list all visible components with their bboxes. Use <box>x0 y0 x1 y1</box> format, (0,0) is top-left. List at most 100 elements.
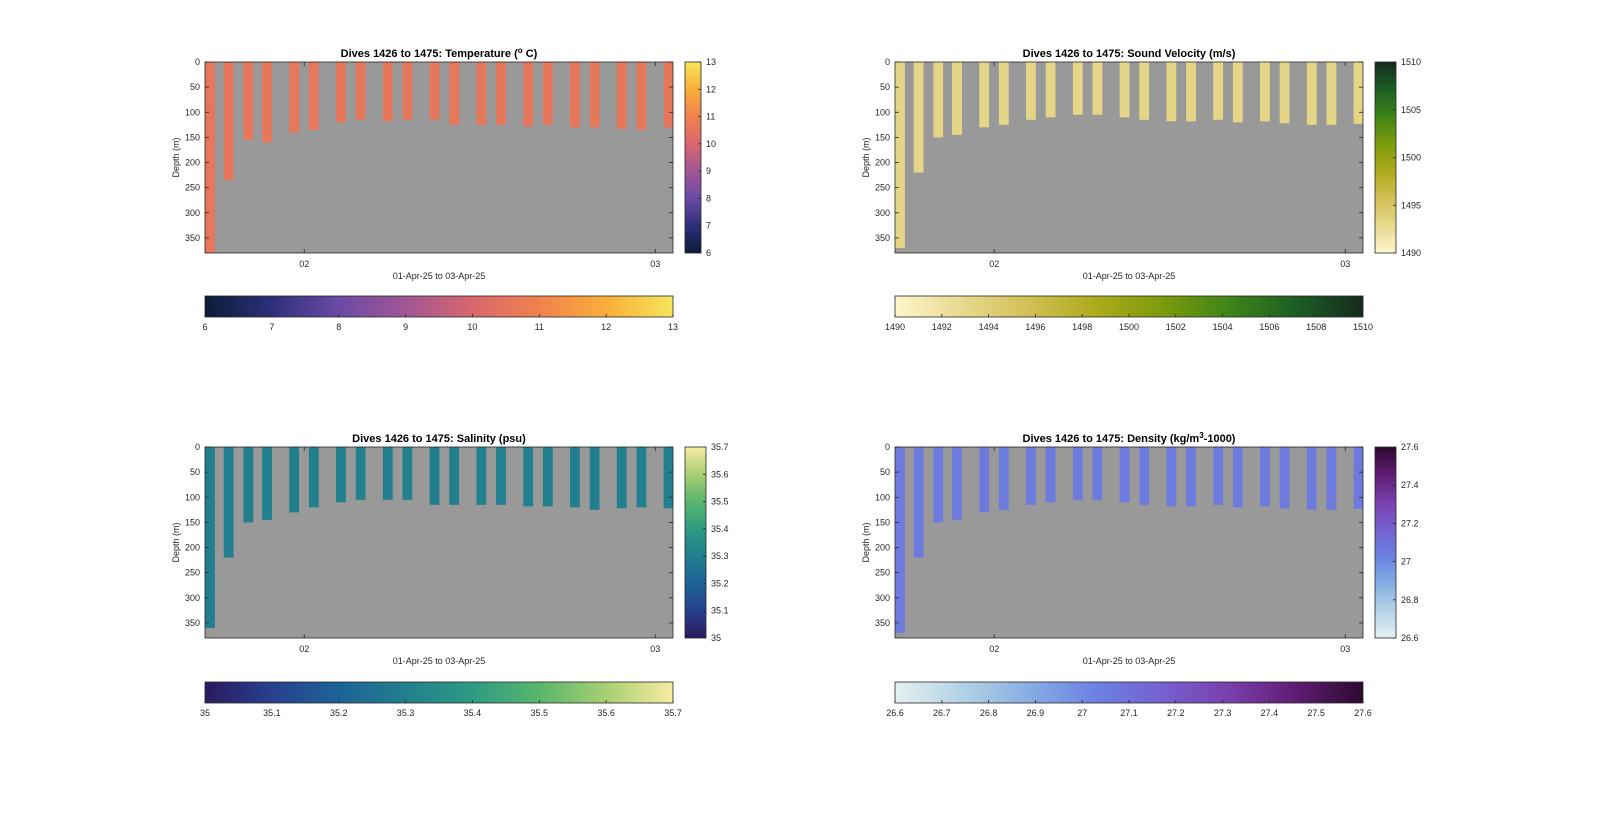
side-colorbar-label: 1490 <box>1401 248 1421 258</box>
profile-column <box>636 447 647 508</box>
title-superscript: 3 <box>1199 431 1204 440</box>
x-tick-label: 02 <box>989 259 999 269</box>
profile-column <box>1213 62 1224 120</box>
bottom-colorbar-label: 12 <box>601 322 611 332</box>
side-colorbar-label: 35.2 <box>711 578 729 588</box>
bottom-colorbar-label: 1496 <box>1025 322 1045 332</box>
profile-column <box>570 447 580 508</box>
title-superscript: o <box>518 46 523 55</box>
profile-column <box>979 447 990 513</box>
bottom-colorbar-label: 8 <box>336 322 341 332</box>
profile-column <box>1353 62 1363 124</box>
y-tick-label: 50 <box>880 82 890 92</box>
y-axis-label: Depth (m) <box>861 522 871 562</box>
side-colorbar-label: 12 <box>706 84 716 94</box>
profile-column <box>1186 447 1196 507</box>
profile-column <box>1260 447 1270 507</box>
profile-column <box>933 62 944 138</box>
profile-column <box>1306 62 1317 125</box>
profile-column <box>429 62 440 120</box>
y-axis-label: Depth (m) <box>171 137 181 177</box>
panel-1: Dives 1426 to 1475: Temperature (o C) 0 50… <box>171 46 716 332</box>
bottom-colorbar-label: 35.3 <box>397 708 415 718</box>
bottom-colorbar-label: 6 <box>202 322 207 332</box>
profile-column <box>243 447 254 523</box>
x-axis-label: 01-Apr-25 to 03-Apr-25 <box>1083 656 1176 666</box>
side-colorbar-label: 8 <box>706 193 711 203</box>
bottom-colorbar-label: 1490 <box>885 322 905 332</box>
y-tick-label: 200 <box>185 543 200 553</box>
profile-column <box>1045 62 1056 118</box>
x-tick-label: 02 <box>989 644 999 654</box>
profile-column <box>308 62 319 130</box>
profile-column <box>589 62 600 128</box>
profile-column <box>952 62 962 135</box>
bottom-colorbar-label: 13 <box>668 322 678 332</box>
side-colorbar <box>1374 61 1397 254</box>
y-tick-label: 300 <box>185 208 200 218</box>
bottom-colorbar-label: 1500 <box>1119 322 1139 332</box>
profile-column <box>262 447 272 520</box>
bottom-colorbar <box>204 681 674 704</box>
profile-column <box>1186 62 1196 122</box>
profile-column <box>289 447 300 513</box>
profile-column <box>979 62 990 128</box>
panel-3: Dives 1426 to 1475: Salinity (psu) 0 50 100… <box>171 433 729 718</box>
title-text-end: -1000) <box>1204 433 1236 445</box>
bottom-colorbar-label: 7 <box>269 322 274 332</box>
side-colorbar-label: 27.4 <box>1401 480 1419 490</box>
side-colorbar-label: 35.4 <box>711 524 729 534</box>
profile-column <box>998 62 1009 125</box>
side-colorbar-label: 6 <box>706 248 711 258</box>
profile-column <box>1260 62 1270 122</box>
profile-column <box>449 62 460 125</box>
side-colorbar-label: 7 <box>706 221 711 231</box>
bottom-colorbar-label: 1508 <box>1306 322 1326 332</box>
side-colorbar-label: 10 <box>706 139 716 149</box>
bottom-colorbar-label: 1492 <box>932 322 952 332</box>
bottom-colorbar-label: 11 <box>535 322 544 332</box>
profile-column <box>1279 62 1290 124</box>
y-tick-label: 150 <box>875 132 890 142</box>
profile-column <box>355 62 366 120</box>
side-colorbar-label: 35.3 <box>711 551 729 561</box>
chart-title: Dives 1426 to 1475: Sound Velocity (m/s) <box>1023 48 1236 60</box>
title-text-end: C) <box>523 48 538 60</box>
side-colorbar-label: 27.2 <box>1401 518 1419 528</box>
x-tick-label: 02 <box>299 644 309 654</box>
bottom-colorbar-label: 1510 <box>1353 322 1373 332</box>
y-tick-label: 100 <box>185 107 200 117</box>
profile-column <box>1092 447 1103 500</box>
y-tick-label: 250 <box>185 183 200 193</box>
y-tick-label: 50 <box>880 467 890 477</box>
y-tick-label: 350 <box>875 233 890 243</box>
side-colorbar-label: 1505 <box>1401 105 1421 115</box>
y-tick-label: 300 <box>875 208 890 218</box>
bottom-colorbar-label: 35.1 <box>263 708 281 718</box>
y-axis-label: Depth (m) <box>171 522 181 562</box>
side-colorbar-label: 35 <box>711 633 721 643</box>
side-colorbar-label: 35.7 <box>711 442 729 452</box>
profile-column <box>205 447 215 628</box>
bottom-colorbar-label: 27.5 <box>1307 708 1325 718</box>
x-tick-label: 03 <box>1340 644 1350 654</box>
bottom-colorbar-label: 10 <box>467 322 477 332</box>
chart-title: Dives 1426 to 1475: Temperature (o C) <box>341 46 538 60</box>
y-tick-label: 250 <box>185 568 200 578</box>
profile-column <box>1139 62 1150 120</box>
profile-column <box>895 62 905 248</box>
profile-column <box>523 447 534 507</box>
bottom-colorbar-label: 26.7 <box>933 708 951 718</box>
y-tick-label: 50 <box>190 467 200 477</box>
y-tick-label: 350 <box>185 618 200 628</box>
profile-column <box>952 447 962 520</box>
bottom-colorbar-label: 27.2 <box>1167 708 1185 718</box>
y-tick-label: 100 <box>185 492 200 502</box>
profile-column <box>289 62 300 133</box>
profile-column <box>1232 447 1243 508</box>
profile-column <box>1072 62 1083 115</box>
profile-column <box>933 447 944 523</box>
bottom-colorbar-label: 27.4 <box>1261 708 1279 718</box>
profile-column <box>895 447 905 633</box>
profile-column <box>382 447 393 500</box>
